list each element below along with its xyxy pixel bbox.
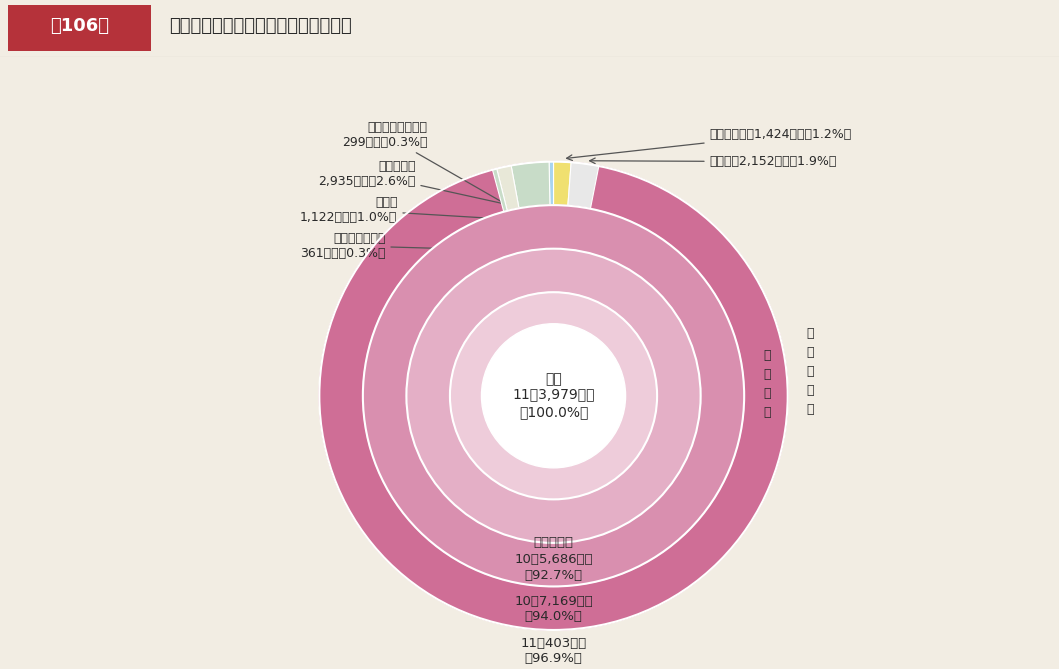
Circle shape [407, 249, 701, 543]
Wedge shape [511, 162, 554, 396]
Text: 基金積立金　1,424億円（1.2%）: 基金積立金 1,424億円（1.2%） [567, 128, 851, 161]
FancyBboxPatch shape [8, 5, 151, 51]
Wedge shape [554, 163, 598, 396]
Text: 高額療養費
2,935億円（2.6%）: 高額療養費 2,935億円（2.6%） [318, 160, 531, 211]
Text: （100.0%）: （100.0%） [519, 405, 588, 419]
Wedge shape [550, 162, 554, 396]
Text: 第106図: 第106図 [51, 17, 109, 35]
Circle shape [320, 162, 788, 630]
Circle shape [450, 292, 657, 499]
Text: 審査支払手数料
361億円（0.3%）: 審査支払手数料 361億円（0.3%） [300, 231, 511, 260]
Text: （96.9%）: （96.9%） [524, 652, 582, 665]
Text: 保
険
給
付
費: 保 険 給 付 費 [807, 327, 814, 416]
Text: 療
養
諸
費: 療 養 諸 費 [762, 349, 771, 419]
Wedge shape [554, 162, 571, 396]
Text: （92.7%）: （92.7%） [524, 569, 582, 583]
Circle shape [450, 292, 657, 499]
Wedge shape [497, 165, 554, 396]
Text: 療養給付費: 療養給付費 [534, 537, 574, 549]
Text: 10兆5,686億円: 10兆5,686億円 [515, 553, 593, 566]
Text: 後期高齢者医療事業の歳出決算の状況: 後期高齢者医療事業の歳出決算の状況 [169, 17, 353, 35]
Circle shape [363, 205, 744, 587]
Text: その他医療給付費
299億円（0.3%）: その他医療給付費 299億円（0.3%） [342, 120, 549, 229]
Text: 歳出: 歳出 [545, 372, 562, 386]
Wedge shape [492, 169, 554, 396]
Text: 10兆7,169億円: 10兆7,169億円 [514, 595, 593, 608]
Circle shape [363, 205, 744, 587]
Circle shape [482, 324, 626, 468]
Circle shape [407, 249, 701, 543]
Text: （94.0%）: （94.0%） [524, 610, 582, 623]
Text: 11兆3,979億円: 11兆3,979億円 [513, 387, 595, 401]
Text: その他　2,152億円（1.9%）: その他 2,152億円（1.9%） [590, 155, 837, 168]
Text: 11兆403億円: 11兆403億円 [520, 637, 587, 650]
Text: その他
1,122億円（1.0%）: その他 1,122億円（1.0%） [300, 195, 511, 223]
Circle shape [482, 324, 626, 468]
